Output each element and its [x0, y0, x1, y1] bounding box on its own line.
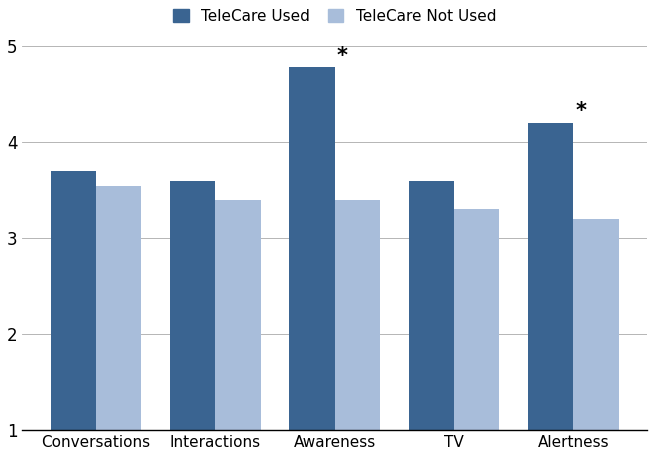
Bar [574, 219, 619, 430]
Bar [454, 208, 500, 430]
Text: *: * [576, 101, 587, 121]
Bar [170, 181, 215, 430]
Bar [409, 181, 454, 430]
Bar [290, 68, 335, 430]
Bar [215, 200, 261, 430]
Bar [51, 171, 96, 430]
Bar [335, 200, 380, 430]
Legend: TeleCare Used, TeleCare Not Used: TeleCare Used, TeleCare Not Used [167, 3, 502, 30]
Bar [528, 123, 574, 430]
Text: *: * [337, 46, 348, 65]
Bar [96, 186, 141, 430]
